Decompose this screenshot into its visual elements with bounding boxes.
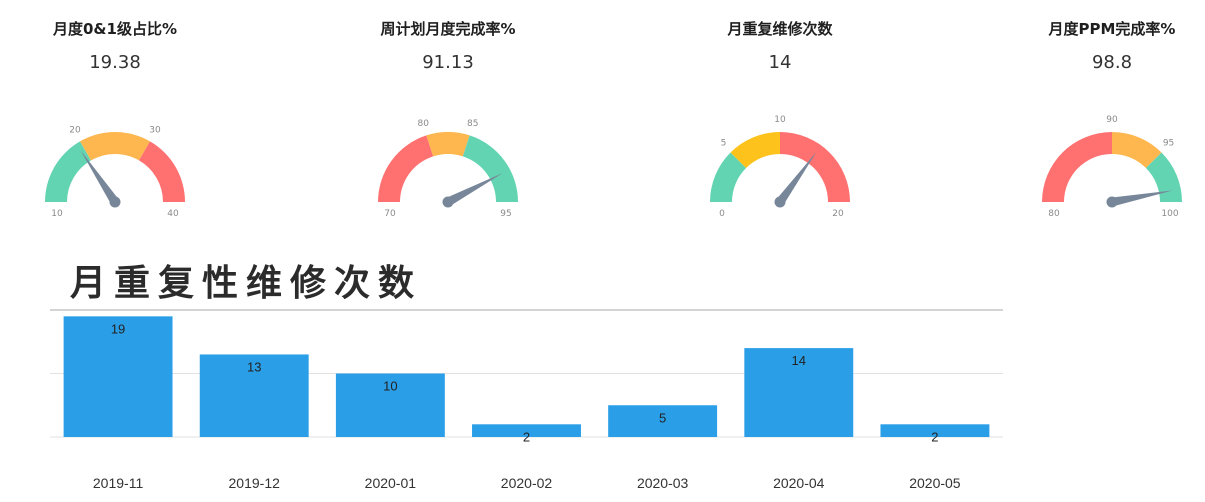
gauge-title: 月重复维修次数 <box>727 20 833 38</box>
gauge-tick-label: 95 <box>1163 138 1174 148</box>
gauge-2-card: 月重复维修次数 14 0 5 10 20 <box>680 14 880 219</box>
gauge-needle-hub <box>442 196 454 208</box>
bar-2020-01 <box>335 373 445 437</box>
gauge-title: 月度0&1级占比% <box>53 20 177 38</box>
gauge-tick-label: 20 <box>69 126 81 136</box>
section-title: 月重复性维修次数 <box>70 262 423 304</box>
gauge-needle <box>445 173 503 206</box>
gauge-band-0 <box>378 135 434 202</box>
gauge-tick-label: 5 <box>721 138 727 148</box>
gauge-tick-label: 100 <box>1161 209 1178 219</box>
bar-value-label: 2 <box>931 429 938 444</box>
gauge-tick-label: 80 <box>1048 209 1060 219</box>
gauge-value: 19.38 <box>89 52 141 73</box>
x-tick-label: 2019-11 <box>93 475 144 491</box>
bar-value-label: 19 <box>111 321 125 336</box>
gauge-band-2 <box>780 132 850 202</box>
gauge-band-1 <box>80 132 150 161</box>
gauge-band-0 <box>45 141 91 202</box>
bar-2020-02 <box>472 424 581 437</box>
gauge-tick-label: 40 <box>167 209 179 219</box>
bar-value-label: 14 <box>792 353 806 368</box>
gauge-tick-label: 95 <box>500 209 511 219</box>
bar-2020-03 <box>608 405 718 437</box>
x-tick-label: 2020-05 <box>909 475 961 491</box>
bar-2020-05 <box>880 424 990 437</box>
gauge-band-1 <box>730 132 780 169</box>
gauge-tick-label: 70 <box>384 209 396 219</box>
gauge-band-2 <box>1145 152 1182 202</box>
gauge-3-card: 月度PPM完成率% 98.8 80 90 95 100 <box>1012 14 1205 219</box>
bar-value-label: 2 <box>523 429 530 444</box>
bar-chart: 19 2019-11 13 2019-12 10 2020-01 2 2020-02 5 2020… <box>50 309 1003 491</box>
gauge-value: 98.8 <box>1091 52 1133 73</box>
gauge-value: 91.13 <box>422 52 474 73</box>
bar-2019-11 <box>63 316 173 437</box>
gauge-tick-label: 0 <box>719 209 725 219</box>
gauge-needle-hub <box>774 196 786 208</box>
gauge-needle <box>776 151 817 205</box>
gauge-tick-label: 85 <box>467 119 478 129</box>
gauge-needle <box>80 150 119 205</box>
gauge-needle-hub <box>109 196 121 208</box>
gauge-tick-label: 20 <box>832 209 844 219</box>
bar-value-label: 5 <box>659 410 666 425</box>
bar-value-label: 10 <box>383 379 397 394</box>
gauge-tick-label: 30 <box>149 126 161 136</box>
gauge-band-0 <box>710 152 747 202</box>
gauge-1-card: 周计划月度完成率% 91.13 70 80 85 95 <box>348 14 548 219</box>
x-tick-label: 2020-02 <box>501 475 553 491</box>
x-tick-label: 2020-01 <box>365 475 417 491</box>
x-tick-label: 2020-03 <box>637 475 689 491</box>
gauge-dial: 80 90 95 100 <box>1042 115 1182 219</box>
gauge-dial: 10 20 30 40 <box>45 126 185 219</box>
x-tick-label: 2019-12 <box>229 475 281 491</box>
gauge-tick-label: 90 <box>1106 115 1118 125</box>
gauge-dial: 70 80 85 95 <box>378 119 518 219</box>
x-tick-label: 2020-04 <box>773 475 825 491</box>
gauge-band-2 <box>139 141 185 202</box>
bar-2019-12 <box>199 354 309 437</box>
gauge-title: 月度PPM完成率% <box>1048 20 1176 38</box>
gauge-tick-label: 80 <box>418 119 430 129</box>
gauge-needle <box>1111 190 1173 207</box>
gauge-value: 14 <box>768 52 792 73</box>
gauge-tick-label: 10 <box>51 209 63 219</box>
gauge-title: 周计划月度完成率% <box>380 20 516 38</box>
gauge-band-0 <box>1042 132 1112 202</box>
gauge-band-1 <box>426 132 470 157</box>
gauge-band-1 <box>1112 132 1162 169</box>
gauge-tick-label: 10 <box>774 115 786 125</box>
gauge-dial: 0 5 10 20 <box>710 115 850 219</box>
gauge-0-card: 月度0&1级占比% 19.38 10 20 30 40 <box>15 14 215 219</box>
bar-2020-04 <box>744 348 854 437</box>
bar-value-label: 13 <box>247 359 261 374</box>
gauge-needle-hub <box>1106 196 1118 208</box>
gauge-band-2 <box>462 135 518 202</box>
